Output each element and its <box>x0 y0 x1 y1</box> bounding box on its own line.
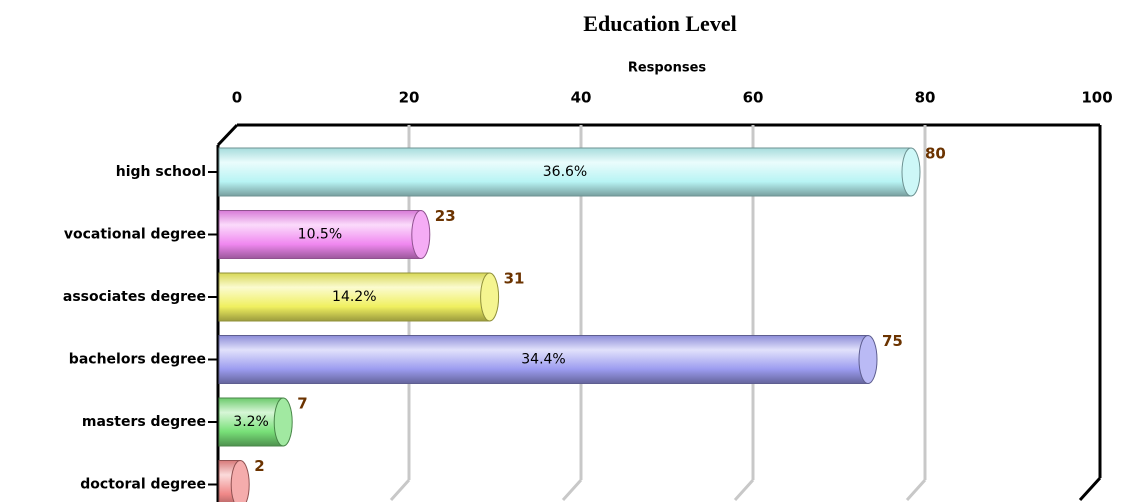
grid-line-floor <box>733 478 755 502</box>
value-label: 75 <box>882 332 903 350</box>
y-tick-label: high school <box>116 164 206 180</box>
y-tick-label: associates degree <box>63 289 206 305</box>
bar-cap <box>858 335 878 384</box>
bar <box>218 147 921 197</box>
value-label: 80 <box>925 145 946 163</box>
bar-cap <box>901 147 921 197</box>
chart-title: Education Level <box>583 11 736 36</box>
x-tick-label: 60 <box>743 89 764 107</box>
percent-label: 34.4% <box>521 352 565 368</box>
value-label: 23 <box>435 207 456 225</box>
bar <box>218 397 293 447</box>
bar <box>218 210 431 259</box>
y-tick-label: doctoral degree <box>80 477 206 493</box>
value-label: 2 <box>254 457 264 475</box>
bar-cap <box>411 210 431 259</box>
bar-cap <box>230 460 250 502</box>
x-tick-label: 20 <box>399 89 420 107</box>
y-tick-label: bachelors degree <box>69 352 206 368</box>
bar <box>218 335 878 384</box>
x-tick-label: 100 <box>1081 89 1112 107</box>
grid-line-floor <box>389 478 411 502</box>
y-tick-label: vocational degree <box>64 227 206 243</box>
value-label: 7 <box>297 395 307 413</box>
left-corner <box>216 123 239 147</box>
bar-cap <box>480 272 500 322</box>
percent-label: 3.2% <box>233 414 269 430</box>
percent-label: 14.2% <box>332 289 376 305</box>
y-tick-label: masters degree <box>82 414 206 430</box>
x-axis-title: Responses <box>628 61 707 76</box>
bar <box>218 272 500 322</box>
percent-label: 10.5% <box>298 227 342 243</box>
percent-label: 36.6% <box>543 164 587 180</box>
x-tick-label: 80 <box>915 89 936 107</box>
bar-body <box>218 147 912 197</box>
x-tick-label: 40 <box>571 89 592 107</box>
grid-line-floor <box>561 478 583 502</box>
value-label: 31 <box>504 270 525 288</box>
right-corner <box>1078 476 1102 502</box>
bar <box>218 460 250 502</box>
bar-cap <box>273 397 293 447</box>
bar-body <box>218 272 491 322</box>
grid-line-floor <box>905 478 927 502</box>
bar-body <box>218 210 422 259</box>
x-tick-label: 0 <box>232 89 242 107</box>
